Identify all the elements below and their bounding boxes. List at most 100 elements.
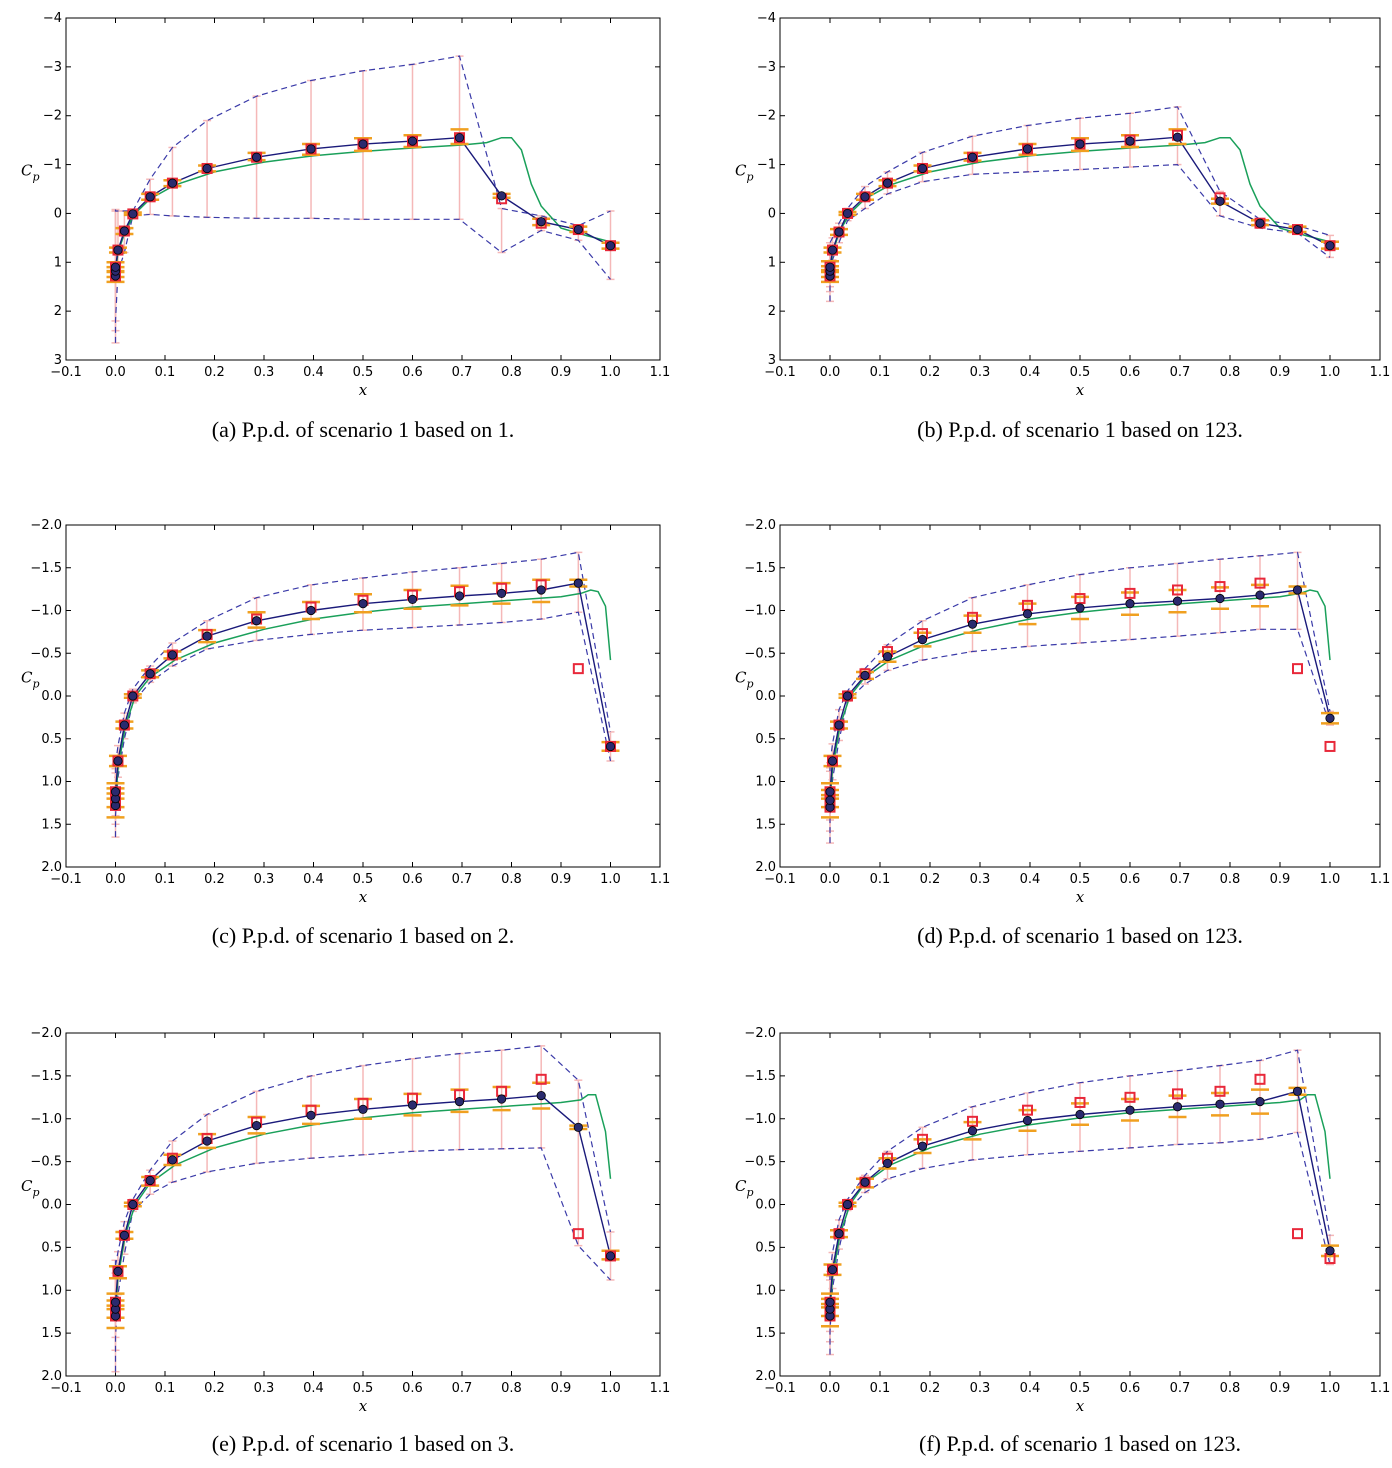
y-tick-label: 1.0 — [41, 775, 62, 790]
x-tick-label: −0.1 — [50, 872, 82, 887]
x-tick-label: 1.1 — [1370, 1381, 1391, 1396]
mean-point — [1215, 593, 1225, 604]
mean-point — [202, 163, 212, 174]
observed-point — [1324, 740, 1336, 752]
mean-point — [842, 1199, 853, 1210]
mean-point — [1255, 218, 1265, 228]
y-tick-label: −4 — [757, 11, 776, 26]
y-axis-label: Cp — [21, 1177, 40, 1199]
y-tick-label: 0 — [54, 206, 62, 221]
chart-panel-d: −0.1 0.0 0.1 0.2 0.3 0.4 0.5 0.6 0.7 0.8 0.9 1.0 1.1… — [735, 518, 1390, 948]
x-tick-label: 0.6 — [402, 1381, 423, 1396]
mean-point — [110, 262, 121, 272]
mean-point — [128, 691, 138, 701]
mean-point — [827, 1265, 838, 1275]
x-tick-label: 0.9 — [1270, 1381, 1291, 1396]
y-tick-label: −3 — [757, 60, 776, 75]
mean-point — [882, 652, 893, 662]
mean-point — [967, 152, 978, 162]
mean-point — [358, 139, 368, 149]
mean-point — [251, 1121, 262, 1131]
x-tick-label: 0.7 — [452, 872, 473, 887]
x-tick-label: 0.1 — [870, 872, 891, 887]
y-tick-label: 2.0 — [755, 860, 776, 875]
x-tick-label: 0.9 — [551, 1381, 572, 1396]
observed-point — [535, 1073, 547, 1085]
mean-point — [1325, 241, 1335, 251]
y-axis-label: Cp — [21, 668, 40, 690]
observed-point — [1254, 577, 1266, 589]
x-axis-label: x — [1076, 888, 1085, 906]
x-tick-label: 0.7 — [1170, 872, 1191, 887]
x-tick-label: 1.0 — [600, 365, 621, 380]
plot-content — [106, 1045, 620, 1373]
y-axis-label: Cp — [21, 161, 40, 183]
y-tick-label: 0 — [768, 206, 776, 221]
y-tick-label: −1.5 — [744, 1069, 776, 1084]
y-axis-label-main: C — [735, 1177, 747, 1195]
mean-point — [110, 1297, 121, 1307]
chart-panel-b: −0.1 0.0 0.1 0.2 0.3 0.4 0.5 0.6 0.7 0.8 0.9 1.0 1.1… — [735, 11, 1390, 442]
y-tick-label: 2.0 — [41, 1369, 62, 1384]
mean-point — [454, 1097, 465, 1107]
band-upper-line — [829, 551, 1331, 772]
y-tick-label: −2 — [757, 109, 776, 124]
x-tick-label: −0.1 — [764, 1381, 796, 1396]
mean-point — [860, 192, 870, 202]
x-tick-label: 0.7 — [1170, 365, 1191, 380]
x-tick-label: 0.1 — [155, 365, 176, 380]
x-tick-label: 0.5 — [353, 1381, 374, 1396]
mean-point — [573, 224, 583, 235]
y-tick-label: 2 — [54, 304, 62, 319]
observed-point — [572, 663, 584, 675]
mean-point — [407, 136, 418, 146]
y-tick-label: −0.5 — [744, 646, 776, 661]
mean-point — [1172, 1102, 1183, 1112]
x-tick-label: 0.4 — [303, 365, 324, 380]
mean-point — [1255, 590, 1265, 600]
x-tick-label: 0.6 — [402, 872, 423, 887]
x-axis-label: x — [359, 381, 368, 399]
mean-point — [202, 631, 212, 641]
mean-point — [358, 599, 368, 609]
y-axis-label-subscript: p — [32, 1186, 39, 1199]
mean-point — [1022, 609, 1033, 619]
x-tick-label: 0.1 — [870, 1381, 891, 1396]
band-upper-line — [114, 55, 611, 227]
mean-point — [1325, 713, 1335, 723]
observed-point — [572, 1228, 584, 1240]
x-tick-label: 0.6 — [1120, 365, 1141, 380]
y-axis-label-subscript: p — [746, 170, 753, 183]
mean-point — [1255, 1097, 1265, 1107]
y-tick-label: 1.5 — [41, 817, 62, 832]
y-tick-label: −2.0 — [30, 1026, 62, 1041]
x-tick-label: 0.9 — [551, 872, 572, 887]
y-tick-label: 0.5 — [41, 732, 62, 747]
mean-point — [496, 1094, 507, 1104]
observed-point — [1074, 1096, 1086, 1108]
y-tick-label: 3 — [54, 353, 62, 368]
mean-point — [917, 163, 928, 174]
y-tick-label: −0.5 — [30, 1155, 62, 1170]
mean-point — [454, 591, 465, 601]
mean-point — [251, 616, 262, 626]
y-tick-label: 0.5 — [755, 1240, 776, 1255]
mean-point — [145, 192, 155, 202]
x-tick-label: 0.4 — [303, 1381, 324, 1396]
chart-caption: (b) P.p.d. of scenario 1 based on 123. — [917, 417, 1243, 442]
mean-point — [407, 1100, 418, 1110]
y-axis-label-main: C — [21, 1177, 33, 1195]
x-tick-label: 0.7 — [452, 365, 473, 380]
y-axis-label-subscript: p — [746, 677, 753, 690]
mean-point — [1325, 1246, 1335, 1256]
x-tick-label: 0.2 — [920, 872, 941, 887]
x-tick-label: −0.1 — [50, 365, 82, 380]
observed-point — [1022, 1104, 1033, 1116]
x-tick-label: 0.9 — [1270, 365, 1291, 380]
y-tick-label: 1.5 — [755, 1326, 776, 1341]
observed-point — [1292, 663, 1303, 675]
mean-point — [917, 634, 928, 645]
x-tick-label: 0.7 — [452, 1381, 473, 1396]
mean-point — [825, 795, 835, 805]
y-tick-label: −0.5 — [30, 646, 62, 661]
